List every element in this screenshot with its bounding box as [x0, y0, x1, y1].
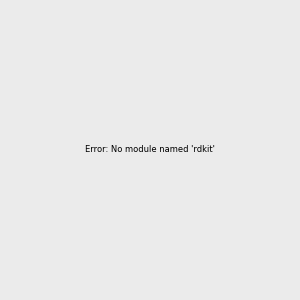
Text: Error: No module named 'rdkit': Error: No module named 'rdkit' — [85, 146, 215, 154]
